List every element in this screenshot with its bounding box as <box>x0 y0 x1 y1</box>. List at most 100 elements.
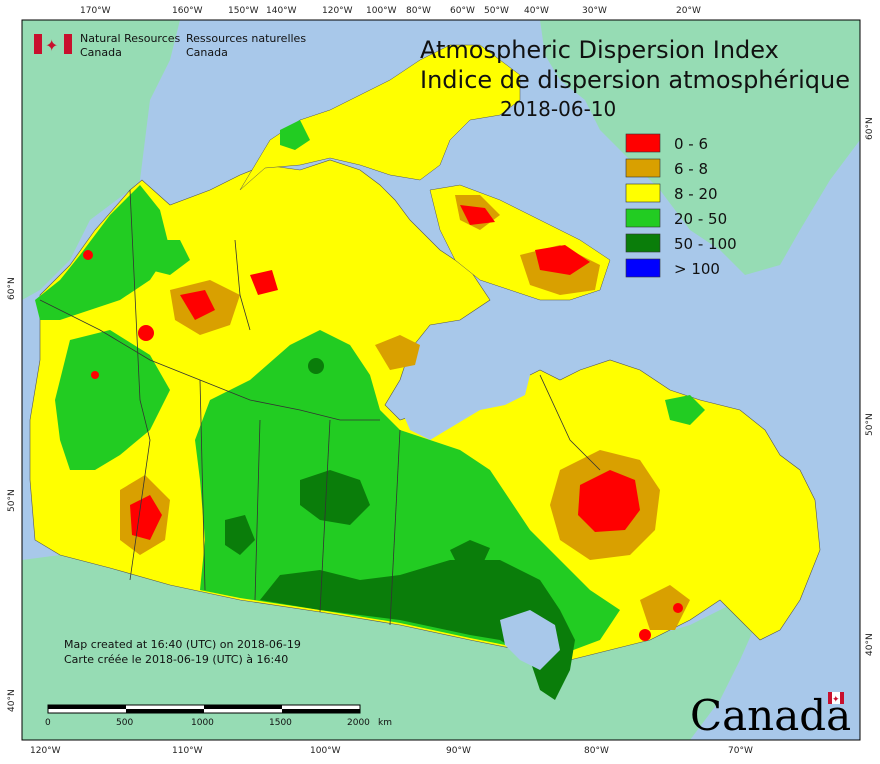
tick-right: 40°N <box>865 633 875 656</box>
tick-left: 40°N <box>7 689 17 712</box>
zone-20-50-yukon <box>150 240 190 275</box>
tick-right: 60°N <box>865 117 875 140</box>
zone-50-100-prairies <box>260 560 575 700</box>
legend: 0 - 6 6 - 8 8 - 20 20 - 50 50 - 100 > 100 <box>625 133 737 278</box>
zone-0-6-spot <box>91 371 99 379</box>
nrcan-fr-line2: Canada <box>186 46 228 59</box>
maple-leaf-icon: ✦ <box>45 36 58 55</box>
zone-6-8-maritimes <box>640 585 690 630</box>
legend-label: 8 - 20 <box>674 185 718 203</box>
tick-top: 80°W <box>406 6 431 16</box>
map-date: 2018-06-10 <box>500 97 616 121</box>
canada-wordmark: Canada ✦ <box>690 691 851 740</box>
tick-bottom: 70°W <box>728 746 753 756</box>
zone-20-50-labrador <box>665 395 705 425</box>
tick-top: 150°W <box>228 6 259 16</box>
tick-top: 170°W <box>80 6 111 16</box>
legend-label: > 100 <box>674 260 720 278</box>
graticule-top: 170°W 160°W 150°W 140°W 120°W 100°W 80°W… <box>80 6 701 16</box>
scale-bar-segment <box>282 709 360 713</box>
zone-20-50-arctic <box>280 120 310 150</box>
wordmark-text: Canada <box>690 691 851 740</box>
usa-landmass <box>22 555 760 740</box>
tick-top: 20°W <box>676 6 701 16</box>
scale-label: 2000 <box>347 718 370 728</box>
tick-bottom: 80°W <box>584 746 609 756</box>
zone-0-6-spot <box>639 629 651 641</box>
zone-0-6-spot <box>673 603 683 613</box>
tick-top: 120°W <box>322 6 353 16</box>
nrcan-fr-line1: Ressources naturelles <box>186 32 306 45</box>
tick-bottom: 120°W <box>30 746 61 756</box>
scale-bar: 0 500 1000 1500 2000 km <box>45 704 392 728</box>
created-note-fr: Carte créée le 2018-06-19 (UTC) à 16:40 <box>64 653 288 666</box>
created-note-en: Map created at 16:40 (UTC) on 2018-06-19 <box>64 638 301 651</box>
graticule-bottom: 120°W 110°W 100°W 90°W 80°W 70°W <box>30 746 753 756</box>
legend-label: 6 - 8 <box>674 160 708 178</box>
scale-bar-segment <box>126 709 204 713</box>
scale-label: 500 <box>116 718 133 728</box>
greenland-landmass <box>540 20 860 275</box>
tick-bottom: 100°W <box>310 746 341 756</box>
tick-bottom: 90°W <box>446 746 471 756</box>
map-frame <box>21 19 861 741</box>
alaska-landmass <box>22 20 180 300</box>
wordmark-maple-leaf-icon: ✦ <box>832 695 840 705</box>
tick-left: 50°N <box>7 489 17 512</box>
zone-0-6-baffin <box>535 245 590 275</box>
legend-swatch <box>625 258 661 278</box>
zone-0-6-spot <box>83 250 93 260</box>
zone-20-50-northwest <box>35 185 170 320</box>
map-title-en: Atmospheric Dispersion Index <box>420 36 779 64</box>
legend-swatch <box>625 133 661 153</box>
wordmark-flag-left <box>828 692 832 704</box>
flag-bar-right <box>64 34 72 54</box>
legend-swatch <box>625 183 661 203</box>
tick-top: 100°W <box>366 6 397 16</box>
legend-label: 20 - 50 <box>674 210 727 228</box>
scale-unit: km <box>378 718 392 728</box>
scale-bar-segment <box>48 705 126 709</box>
tick-top: 50°W <box>484 6 509 16</box>
wordmark-flag-center <box>832 692 840 704</box>
graticule-right: 60°N 50°N 40°N <box>865 117 875 656</box>
legend-swatch <box>625 233 661 253</box>
hudson-bay <box>395 325 530 440</box>
zone-0-6-arctic <box>460 205 495 225</box>
zone-50-100-manitoba <box>300 470 370 525</box>
zone-50-100-alberta <box>225 515 255 555</box>
tick-top: 140°W <box>266 6 297 16</box>
great-lakes <box>500 610 560 670</box>
nrcan-en-line2: Canada <box>80 46 122 59</box>
zone-0-6-yukon <box>180 290 215 320</box>
tick-top: 160°W <box>172 6 203 16</box>
scale-label: 1500 <box>269 718 292 728</box>
zone-0-6-spot <box>138 325 154 341</box>
flag-bar-left <box>34 34 42 54</box>
map-title-fr: Indice de dispersion atmosphérique <box>420 66 850 94</box>
tick-top: 40°W <box>524 6 549 16</box>
graticule-left: 60°N 50°N 40°N <box>7 277 17 712</box>
wordmark-flag-right <box>840 692 844 704</box>
zone-20-50-bc <box>55 330 170 470</box>
legend-label: 0 - 6 <box>674 135 708 153</box>
scale-label: 1000 <box>191 718 214 728</box>
nrcan-en-line1: Natural Resources <box>80 32 181 45</box>
legend-swatch <box>625 208 661 228</box>
zone-50-100-ontario <box>450 540 490 570</box>
scale-bar-segment <box>204 705 282 709</box>
tick-bottom: 110°W <box>172 746 203 756</box>
legend-label: 50 - 100 <box>674 235 737 253</box>
provincial-borders <box>39 189 601 626</box>
tick-right: 50°N <box>865 413 875 436</box>
tick-top: 30°W <box>582 6 607 16</box>
nrcan-signature: ✦ Natural Resources Canada Ressources na… <box>34 32 306 59</box>
zone-0-6-quebec <box>578 470 640 532</box>
arctic-islands <box>239 44 521 191</box>
scale-label: 0 <box>45 718 51 728</box>
zone-0-6-nwt <box>250 270 278 295</box>
zone-6-8-hudson <box>375 335 420 370</box>
tick-left: 60°N <box>7 277 17 300</box>
